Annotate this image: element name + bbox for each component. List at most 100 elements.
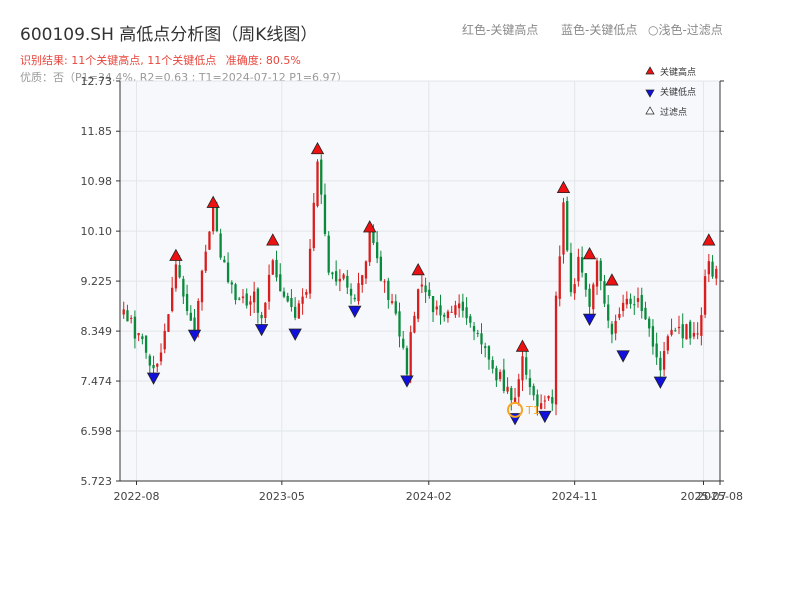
candle-body [141, 336, 144, 340]
y-tick-label: 12.73 [81, 75, 113, 88]
candle-body [398, 311, 401, 337]
candle-body [670, 329, 673, 335]
candle-body [126, 310, 129, 322]
candle-body [122, 309, 125, 315]
candle-body [223, 259, 226, 263]
key-high-marker [169, 248, 183, 261]
candle-body [323, 194, 327, 234]
candle-body [338, 278, 342, 282]
chart-title: 600109.SH 高低点分析图（周K线图） [20, 25, 318, 45]
candle-body [487, 346, 491, 360]
candle-body [484, 346, 487, 349]
key-low-marker [146, 372, 161, 385]
candle-body [651, 326, 655, 347]
candle-body [409, 332, 412, 377]
candle-body [547, 396, 550, 399]
candle-body [569, 252, 573, 293]
candle-body [379, 256, 383, 281]
candle-body [133, 316, 137, 339]
legend-blue-key-low: 蓝色-关键低点 [561, 23, 638, 37]
candle-body [148, 355, 151, 366]
candle-body [443, 314, 446, 317]
candle-body [279, 274, 282, 292]
candle-body [271, 260, 274, 275]
candle-body [275, 259, 278, 278]
candle-body [510, 387, 513, 401]
legend-high-icon [645, 66, 655, 75]
candle-body [592, 284, 595, 310]
key-low-marker [616, 350, 630, 363]
candle-body [219, 233, 222, 258]
candle-body [260, 314, 263, 319]
candle-body [234, 284, 237, 301]
candle-body [469, 316, 472, 323]
candle-body [375, 242, 379, 259]
y-tick-label: 7.474 [81, 375, 113, 388]
candle-body [580, 257, 584, 273]
candle-body [662, 351, 666, 370]
candle-body [152, 365, 155, 369]
x-tick-label: 2025-08 [697, 490, 743, 503]
key-high-marker [310, 141, 325, 155]
candle-body [178, 265, 181, 278]
candle-body [700, 315, 703, 336]
candle-body [528, 378, 532, 388]
candle-body [312, 202, 315, 249]
key-high-marker [206, 195, 220, 208]
key-high-marker [411, 262, 425, 276]
candle-body [621, 302, 625, 312]
legend-light-filtered: ○浅色-过滤点 [648, 23, 723, 37]
candle-body [394, 301, 397, 314]
key-high-marker [515, 339, 530, 352]
candle-body [416, 289, 420, 319]
t1-label: T1 [525, 404, 540, 417]
candle-body [584, 273, 587, 290]
candle-body [286, 295, 289, 302]
candle-body [297, 303, 301, 319]
x-tick-label: 2023-05 [259, 490, 305, 503]
legend-label: 关键高点 [660, 66, 696, 78]
candle-body [588, 288, 591, 307]
candle-body [625, 298, 628, 305]
candle-body [171, 287, 174, 311]
candle-body [595, 260, 599, 287]
candle-body [208, 231, 211, 250]
key-low-marker [348, 305, 362, 319]
candle-body [674, 330, 677, 332]
y-tick-label: 6.598 [81, 425, 113, 438]
candle-body [554, 295, 558, 405]
candle-body [689, 321, 692, 339]
candle-body [387, 280, 390, 300]
candle-body [551, 397, 554, 404]
candle-body [450, 311, 453, 313]
candle-body [197, 300, 200, 334]
candle-body [249, 301, 252, 305]
candle-body [707, 261, 710, 275]
candle-body [558, 256, 561, 299]
y-ticks: 5.723 6.598 7.474 8.349 9.225 10.10 10.98 11.85… [81, 75, 724, 488]
legend-low-icon [645, 89, 655, 98]
candle-body [346, 275, 349, 288]
candle-body [189, 312, 192, 321]
candle-body [159, 352, 163, 362]
key-low-marker [288, 328, 302, 341]
candle-body [636, 298, 640, 302]
candle-body [420, 284, 424, 287]
candle-body [543, 400, 546, 402]
key-low-marker [400, 375, 414, 388]
candle-body [454, 305, 457, 315]
candle-body [353, 297, 356, 300]
candle-body [405, 348, 409, 375]
candle-body [435, 306, 438, 310]
candle-body [364, 261, 368, 279]
result-line: 识别结果: 11个关键高点, 11个关键低点 准确度: 80.5% [20, 52, 301, 68]
candle-body [513, 397, 517, 403]
candle-body [599, 260, 602, 281]
candle-body [659, 357, 662, 371]
candle-body [525, 357, 528, 375]
candle-body [204, 251, 207, 271]
candle-body [629, 298, 632, 304]
candle-body [226, 262, 230, 283]
